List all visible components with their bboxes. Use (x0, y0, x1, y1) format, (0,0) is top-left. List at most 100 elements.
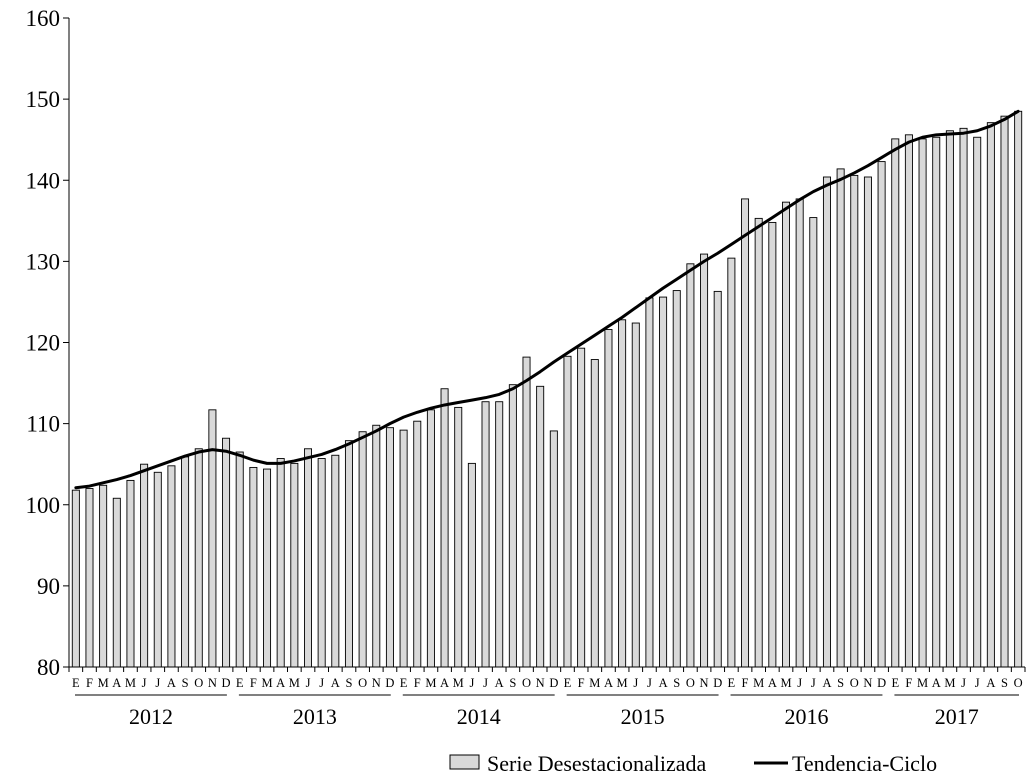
month-label: M (753, 676, 764, 690)
bar (99, 484, 108, 668)
y-tick-label: 130 (26, 249, 61, 274)
month-label: J (975, 676, 980, 690)
month-label: S (1001, 676, 1008, 690)
month-label: F (250, 676, 257, 690)
month-label: O (1014, 676, 1023, 690)
bar (891, 138, 900, 668)
bar (276, 458, 285, 668)
month-label: E (236, 676, 244, 690)
month-label: J (306, 676, 311, 690)
bar (809, 217, 818, 668)
bar (467, 462, 476, 668)
bar (986, 122, 995, 668)
bar (399, 429, 408, 668)
bar (850, 174, 859, 668)
month-label: J (633, 676, 638, 690)
bar (768, 221, 777, 668)
bars (71, 110, 1023, 668)
bar (932, 136, 941, 668)
trend-line-group (74, 109, 1020, 490)
bar (686, 263, 695, 668)
month-label: N (372, 676, 381, 690)
month-label: A (331, 676, 340, 690)
month-label: S (509, 676, 516, 690)
bar (577, 347, 586, 668)
month-label: J (483, 676, 488, 690)
bar (959, 127, 968, 668)
month-label: D (549, 676, 558, 690)
bar (508, 384, 517, 668)
bar (522, 356, 531, 668)
bar (904, 134, 913, 668)
month-label: M (261, 676, 272, 690)
bar (71, 489, 80, 668)
month-label: A (986, 676, 995, 690)
month-label: M (617, 676, 628, 690)
bar (822, 176, 831, 668)
bar (235, 451, 244, 668)
month-label: O (686, 676, 695, 690)
bar (563, 355, 572, 668)
month-label: D (385, 676, 394, 690)
year-label: 2012 (129, 704, 173, 729)
bar (140, 463, 149, 668)
legend-label-line: Tendencia-Ciclo (792, 751, 937, 776)
bar (700, 253, 709, 668)
month-label: O (358, 676, 367, 690)
bar (618, 319, 627, 668)
bar (877, 161, 886, 668)
month-label: M (780, 676, 791, 690)
bar (727, 257, 736, 668)
month-label: S (345, 676, 352, 690)
bar (167, 465, 176, 668)
bar (413, 420, 422, 668)
bar (481, 401, 490, 668)
y-tick-label: 100 (26, 493, 61, 518)
month-label: F (742, 676, 749, 690)
y-tick-label: 120 (26, 331, 61, 356)
year-label: 2015 (621, 704, 665, 729)
bar (126, 479, 135, 668)
bar (181, 456, 190, 668)
month-label: A (822, 676, 831, 690)
legend: Serie Desestacionalizada Tendencia-Ciclo (449, 751, 937, 776)
bar (659, 296, 668, 668)
trend-line (74, 109, 1020, 490)
bar (263, 468, 272, 668)
y-axis: 80 90 100 110 120 130 140 150 160 (26, 6, 70, 680)
bar (222, 437, 231, 668)
month-label: M (125, 676, 136, 690)
bar (249, 466, 258, 668)
month-label: A (604, 676, 613, 690)
month-label: M (98, 676, 109, 690)
month-label: N (208, 676, 217, 690)
bar (495, 401, 504, 668)
month-label: S (673, 676, 680, 690)
month-label: E (564, 676, 572, 690)
y-tick-label: 110 (26, 412, 60, 437)
month-label: A (932, 676, 941, 690)
bar (317, 458, 326, 668)
y-tick-label: 160 (26, 6, 61, 31)
bar (536, 385, 545, 668)
month-label: A (440, 676, 449, 690)
month-label: A (768, 676, 777, 690)
month-label: E (891, 676, 899, 690)
month-label: M (425, 676, 436, 690)
year-label: 2016 (784, 704, 828, 729)
month-label: O (850, 676, 859, 690)
bar (194, 448, 203, 668)
month-label: M (453, 676, 464, 690)
y-tick-label: 90 (37, 574, 60, 599)
bar (153, 471, 162, 668)
bar (426, 409, 435, 668)
month-label: J (319, 676, 324, 690)
month-label: J (155, 676, 160, 690)
month-label: N (700, 676, 709, 690)
month-label: J (797, 676, 802, 690)
month-label: J (469, 676, 474, 690)
bar (358, 431, 367, 668)
bar (782, 201, 791, 668)
bar (331, 454, 340, 668)
